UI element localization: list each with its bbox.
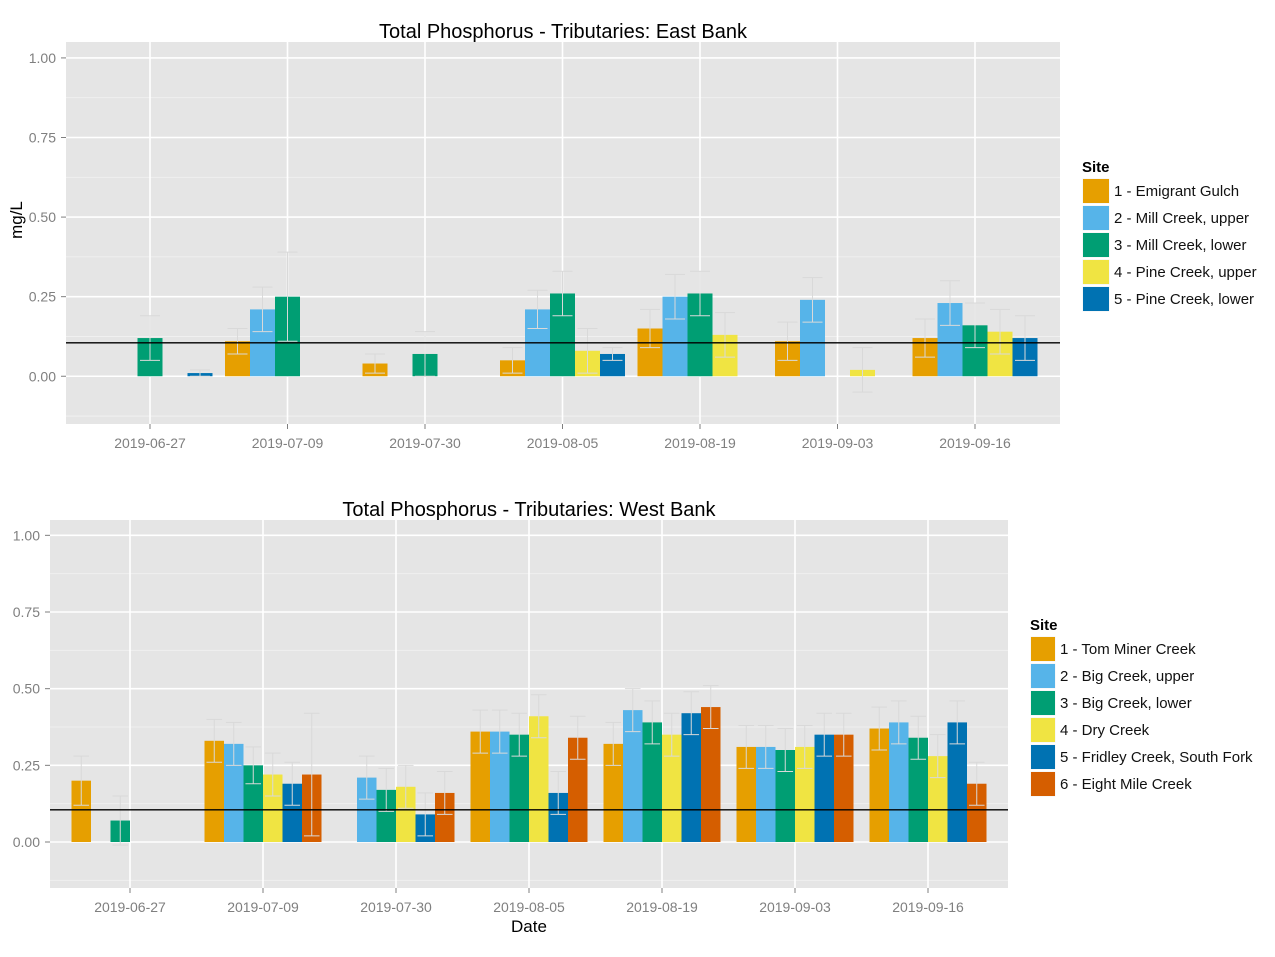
- bar: [967, 783, 987, 842]
- legend-swatch: [1031, 691, 1055, 715]
- bar: [376, 789, 396, 842]
- bar: [623, 710, 643, 842]
- bar: [600, 353, 625, 377]
- bar: [282, 783, 302, 842]
- chart-title: Total Phosphorus - Tributaries: East Ban…: [379, 21, 748, 43]
- y-tick-label: 0.75: [29, 130, 56, 146]
- y-tick-label: 0.75: [13, 604, 40, 620]
- y-tick-label: 1.00: [29, 50, 56, 66]
- legend-swatch: [1031, 745, 1055, 769]
- bar: [701, 707, 721, 842]
- legend-entry: 3 - Big Creek, lower: [1060, 695, 1192, 712]
- legend-entry: 6 - Eight Mile Creek: [1060, 776, 1192, 793]
- legend-entry: 1 - Tom Miner Creek: [1060, 641, 1196, 658]
- x-tick-label: 2019-09-03: [759, 899, 831, 915]
- bar: [263, 774, 283, 842]
- y-tick-label: 0.00: [13, 834, 40, 850]
- bar: [756, 746, 776, 842]
- chart-title: Total Phosphorus - Tributaries: West Ban…: [342, 499, 716, 521]
- x-axis-label: Date: [511, 917, 547, 936]
- y-tick-label: 0.50: [13, 681, 40, 697]
- legend-entry: 2 - Big Creek, upper: [1060, 668, 1194, 685]
- x-tick-label: 2019-06-27: [94, 899, 166, 915]
- legend-title: Site: [1082, 159, 1110, 176]
- bar: [603, 743, 623, 842]
- legend-entry: 4 - Dry Creek: [1060, 722, 1150, 739]
- bar: [224, 743, 244, 842]
- x-tick-label: 2019-08-05: [493, 899, 565, 915]
- bar: [470, 731, 490, 842]
- x-tick-label: 2019-09-16: [892, 899, 964, 915]
- x-tick-label: 2019-06-27: [114, 435, 186, 451]
- x-tick-label: 2019-09-16: [939, 435, 1011, 451]
- bar: [736, 746, 756, 842]
- bar: [548, 792, 568, 842]
- bar: [889, 722, 909, 842]
- legend-swatch: [1083, 233, 1109, 257]
- bar: [775, 750, 795, 842]
- bar: [204, 740, 224, 842]
- legend-swatch: [1083, 287, 1109, 311]
- legend-entry: 2 - Mill Creek, upper: [1114, 210, 1249, 227]
- legend-swatch: [1031, 772, 1055, 796]
- bar: [642, 722, 662, 842]
- legend-title: Site: [1030, 617, 1058, 634]
- x-tick-label: 2019-08-05: [527, 435, 599, 451]
- bar: [396, 786, 416, 842]
- x-tick-label: 2019-07-09: [252, 435, 324, 451]
- x-tick-label: 2019-09-03: [802, 435, 874, 451]
- legend-swatch: [1031, 637, 1055, 661]
- bar: [662, 734, 682, 842]
- legend-swatch: [1083, 206, 1109, 230]
- bar: [243, 765, 263, 842]
- bar: [490, 731, 510, 842]
- bar: [795, 746, 815, 842]
- legend-entry: 5 - Fridley Creek, South Fork: [1060, 749, 1253, 766]
- bar: [435, 792, 455, 842]
- bar: [908, 737, 928, 842]
- y-tick-label: 0.00: [29, 368, 56, 384]
- bar: [568, 737, 588, 842]
- y-tick-label: 0.50: [29, 209, 56, 225]
- x-tick-label: 2019-07-30: [389, 435, 461, 451]
- bar: [834, 734, 854, 842]
- legend-swatch: [1083, 260, 1109, 284]
- chart-2: 0.00 0.25 0.50 0.75 1.00 2019-06-27 2019-07-09…: [13, 499, 1253, 936]
- legend-entry: 5 - Pine Creek, lower: [1114, 291, 1254, 308]
- y-axis-label: mg/L: [7, 201, 26, 239]
- y-tick-label: 0.25: [13, 757, 40, 773]
- bar: [869, 728, 889, 842]
- legend-entry: 1 - Emigrant Gulch: [1114, 183, 1239, 200]
- y-tick-label: 1.00: [13, 527, 40, 543]
- x-tick-label: 2019-08-19: [664, 435, 736, 451]
- x-tick-label: 2019-07-09: [227, 899, 299, 915]
- bar: [509, 734, 529, 842]
- legend-swatch: [1083, 179, 1109, 203]
- bar: [71, 780, 91, 842]
- legend-entry: 4 - Pine Creek, upper: [1114, 264, 1257, 281]
- legend-entry: 3 - Mill Creek, lower: [1114, 237, 1247, 254]
- x-tick-label: 2019-08-19: [626, 899, 698, 915]
- chart-1: 0.00 0.25 0.50 0.75 1.00 2019-06-27 2019-07-09…: [7, 21, 1257, 451]
- bar: [529, 716, 549, 842]
- legend-swatch: [1031, 664, 1055, 688]
- y-tick-label: 0.25: [29, 289, 56, 305]
- bar: [814, 734, 834, 842]
- x-tick-label: 2019-07-30: [360, 899, 432, 915]
- legend-swatch: [1031, 718, 1055, 742]
- bar: [947, 722, 967, 842]
